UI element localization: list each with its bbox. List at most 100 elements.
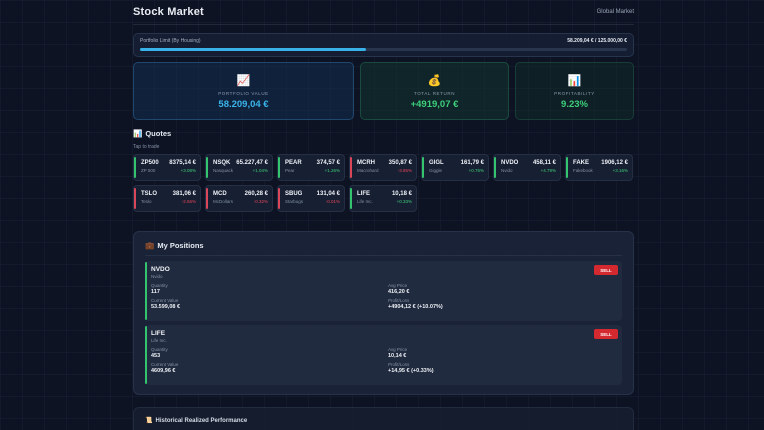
quote-change: -3.85%	[397, 168, 412, 173]
profit-loss-label: Profit/Loss	[388, 362, 410, 367]
page-title: Stock Market	[133, 6, 204, 18]
quote-change: +1.04%	[252, 168, 268, 173]
portfolio-value: 58.209,04 €	[218, 98, 269, 110]
portfolio-limit-card: Portfolio Limit (By Housing) 58.209,04 €…	[133, 33, 634, 57]
avg-price-label: Avg Price	[388, 283, 408, 288]
position-name: Nvido	[151, 274, 163, 279]
quote-card-fake[interactable]: FAKE Fakebook 1906,12 € +3.16%	[565, 154, 633, 181]
current-value-label: Current Value	[151, 362, 179, 367]
profitability-card: 📊 Profitability 9.23%	[515, 62, 634, 120]
position-symbol: LIFE	[151, 330, 166, 337]
current-value: 4609,96 €	[151, 368, 176, 374]
briefcase-icon: 💼	[145, 241, 155, 250]
quote-card-mcrh[interactable]: MCRH Macrohard 350,87 € -3.85%	[349, 154, 417, 181]
portfolio-limit-progress	[140, 48, 627, 51]
quote-price: 350,87 €	[388, 160, 412, 166]
quote-symbol: PEAR	[285, 160, 302, 166]
quote-change: +3.16%	[612, 168, 628, 173]
history-title: Historical Realized Performance	[155, 417, 248, 424]
positions-divider	[145, 255, 622, 256]
my-positions-panel: 💼 My Positions NVDO Nvido SELL Quantity 1…	[133, 231, 634, 395]
quantity-label: Quantity	[151, 347, 168, 352]
quote-price: 8375,14 €	[169, 160, 196, 166]
quote-symbol: TSLO	[141, 191, 157, 197]
bar-chart-icon: 📊	[133, 129, 143, 138]
quote-price: 1906,12 €	[601, 160, 628, 166]
global-market-link[interactable]: Global Market	[596, 9, 634, 15]
quote-price: 65.227,47 €	[236, 160, 268, 166]
quote-symbol: GIGL	[429, 160, 444, 166]
quote-price: 374,57 €	[316, 160, 340, 166]
money-bag-icon: 💰	[427, 74, 442, 87]
portfolio-limit-progress-fill	[140, 48, 367, 51]
position-name: Life Inc.	[151, 338, 167, 343]
quantity-value: 453	[151, 353, 161, 359]
quote-symbol: SBUG	[285, 191, 303, 197]
quote-symbol: MCD	[213, 191, 227, 197]
portfolio-limit-label: Portfolio Limit (By Housing)	[140, 38, 201, 44]
quote-name: Teslo	[141, 199, 152, 204]
quote-price: 131,04 €	[316, 191, 340, 197]
quantity-label: Quantity	[151, 283, 168, 288]
quote-change: -2.56%	[181, 199, 196, 204]
quote-name: McDollars	[213, 199, 234, 204]
scroll-icon: 📜	[145, 418, 153, 424]
total-return-value: +4919,07 €	[410, 98, 459, 110]
current-value-label: Current Value	[151, 298, 179, 303]
profit-loss-value: +4904,12 € (+10.07%)	[388, 304, 443, 310]
sell-button-life[interactable]: SELL	[594, 329, 618, 339]
quote-price: 458,11 €	[532, 160, 556, 166]
quote-symbol: LIFE	[357, 191, 370, 197]
quote-card-life[interactable]: LIFE Life Inc. 10,18 € +0.33%	[349, 185, 417, 212]
quote-card-mcd[interactable]: MCD McDollars 260,28 € -0.32%	[205, 185, 273, 212]
quote-price: 381,06 €	[172, 191, 196, 197]
page-header: Stock Market Global Market	[133, 1, 634, 23]
quote-name: Pear	[285, 168, 295, 173]
quote-name: Nvido	[501, 168, 513, 173]
position-symbol: NVDO	[151, 266, 170, 273]
quote-price: 10,18 €	[391, 191, 412, 197]
total-return-label: Total Return	[413, 90, 456, 96]
quote-name: ZP 500	[141, 168, 156, 173]
summary-cards: 📈 Portfolio Value 58.209,04 € 💰 Total Re…	[133, 62, 634, 120]
quote-name: Life Inc.	[357, 199, 373, 204]
portfolio-value-label: Portfolio Value	[218, 90, 269, 96]
quote-change: +0.76%	[468, 168, 484, 173]
quote-card-gigl[interactable]: GIGL Giggle 161,79 € +0.76%	[421, 154, 489, 181]
quote-price: 260,28 €	[244, 191, 268, 197]
quote-card-sbug[interactable]: SBUG Starbugs 131,04 € -0.01%	[277, 185, 345, 212]
current-value: 53.599,08 €	[151, 304, 181, 310]
quote-change: +3.08%	[180, 168, 196, 173]
sell-button-nvdo[interactable]: SELL	[594, 265, 618, 275]
quote-change: -0.01%	[325, 199, 340, 204]
header-divider	[133, 24, 634, 25]
portfolio-limit-value: 58.209,04 € / 125.000,00 €	[567, 38, 627, 44]
quote-change: -0.32%	[253, 199, 268, 204]
profit-loss-value: +14,95 € (+0.33%)	[388, 368, 434, 374]
quote-card-tslo[interactable]: TSLO Teslo 381,06 € -2.56%	[133, 185, 201, 212]
positions-heading: 💼 My Positions	[145, 241, 622, 250]
quote-symbol: NSQK	[213, 160, 231, 166]
quantity-value: 117	[151, 289, 160, 295]
quote-symbol: NVDO	[501, 160, 519, 166]
positions-title: My Positions	[157, 241, 204, 250]
avg-price-value: 10,14 €	[388, 353, 407, 359]
quotes-heading: 📊 Quotes	[133, 129, 634, 138]
historical-performance-panel: 📜 Historical Realized Performance	[133, 407, 634, 430]
quote-change: +1.26%	[324, 168, 340, 173]
stock-market-page: Stock Market Global Market Portfolio Lim…	[133, 0, 634, 430]
quote-symbol: MCRH	[357, 160, 375, 166]
profit-loss-label: Profit/Loss	[388, 298, 410, 303]
quote-card-pear[interactable]: PEAR Pear 374,57 € +1.26%	[277, 154, 345, 181]
quote-card-nsqk[interactable]: NSQK Nasquack 65.227,47 € +1.04%	[205, 154, 273, 181]
quote-name: Starbugs	[285, 199, 304, 204]
avg-price-value: 416,20 €	[388, 289, 410, 295]
quotes-title: Quotes	[145, 129, 172, 138]
tap-to-trade-hint: Tap to trade	[133, 144, 160, 150]
quote-name: Fakebook	[573, 168, 593, 173]
quote-card-nvdo[interactable]: NVDO Nvido 458,11 € +4.79%	[493, 154, 561, 181]
quote-price: 161,79 €	[460, 160, 484, 166]
position-card-nvdo: NVDO Nvido SELL Quantity 117 Avg Price 416…	[145, 261, 622, 321]
quote-card-zp500[interactable]: ZP500 ZP 500 8375,14 € +3.08%	[133, 154, 201, 181]
profitability-label: Profitability	[554, 90, 595, 96]
